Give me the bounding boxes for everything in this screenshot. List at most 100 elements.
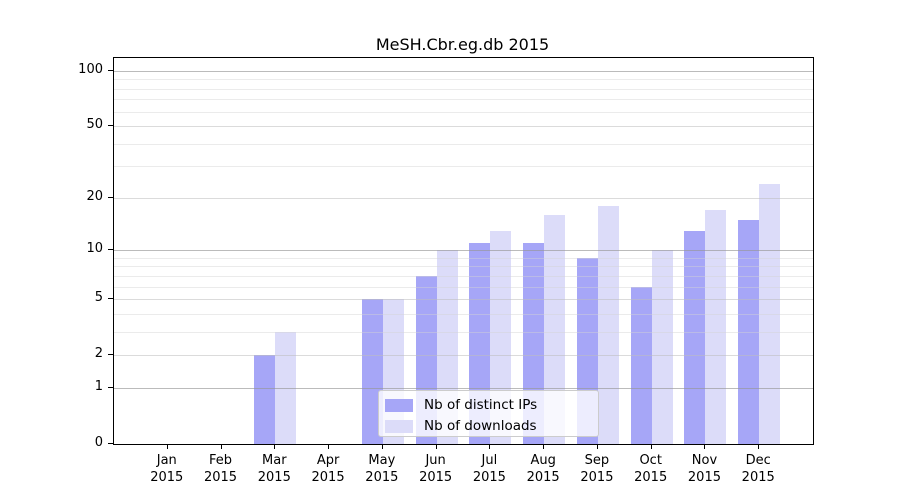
x-tick-label-jan: Jan 2015 — [137, 452, 197, 486]
x-tick-month: Aug — [530, 453, 556, 468]
chart-title: MeSH.Cbr.eg.db 2015 — [375, 35, 550, 54]
x-tick-year: 2015 — [687, 470, 721, 485]
x-tick-year: 2015 — [741, 470, 775, 485]
bar-downloads — [759, 183, 781, 444]
x-tick-mark-apr — [328, 445, 330, 449]
y-tick-label-10: 10 — [86, 241, 103, 257]
x-tick-month: Dec — [745, 453, 771, 468]
x-tick-year: 2015 — [311, 470, 345, 485]
bar-distinct-ips — [630, 286, 652, 444]
x-tick-label-oct: Oct 2015 — [621, 452, 681, 486]
x-tick-month: Jan — [156, 453, 177, 468]
gridline-y-90 — [114, 79, 813, 81]
x-tick-year: 2015 — [365, 470, 399, 485]
y-tick-label-0: 0 — [94, 435, 103, 450]
gridline-y-3 — [114, 331, 813, 333]
y-tick-label-50: 50 — [86, 117, 103, 133]
legend: Nb of distinct IPs Nb of downloads — [378, 390, 599, 437]
x-tick-label-dec: Dec 2015 — [728, 452, 788, 486]
gridline-y-9 — [114, 257, 813, 259]
y-tick-label-2: 2 — [94, 346, 103, 362]
y-tick-mark-1 — [108, 386, 113, 388]
x-tick-month: May — [368, 453, 396, 468]
x-tick-mark-aug — [543, 445, 545, 449]
bar-distinct-ips — [254, 355, 276, 444]
x-tick-year: 2015 — [472, 470, 506, 485]
x-tick-month: Jun — [425, 453, 446, 468]
y-tick-label-1: 1 — [94, 378, 103, 394]
y-tick-label-100: 100 — [78, 62, 103, 77]
x-tick-mark-feb — [220, 445, 222, 449]
x-tick-month: Oct — [639, 453, 662, 468]
y-tick-mark-2 — [108, 354, 113, 356]
x-tick-mark-jun — [435, 445, 437, 449]
bar-downloads — [705, 210, 727, 444]
x-tick-year: 2015 — [580, 470, 614, 485]
x-tick-mark-oct — [650, 445, 652, 449]
x-tick-mark-jan — [166, 445, 168, 449]
gridline-y-20 — [114, 197, 813, 199]
y-tick-mark-5 — [108, 298, 113, 300]
x-tick-label-aug: Aug 2015 — [513, 452, 573, 486]
x-tick-mark-sep — [596, 445, 598, 449]
x-tick-label-jul: Jul 2015 — [459, 452, 519, 486]
gridline-y-4 — [114, 313, 813, 315]
x-tick-year: 2015 — [257, 470, 291, 485]
legend-swatch-distinct-ips — [385, 399, 413, 412]
gridline-y-60 — [114, 111, 813, 113]
gridline-y-50 — [114, 126, 813, 128]
x-tick-label-apr: Apr 2015 — [298, 452, 358, 486]
x-tick-label-feb: Feb 2015 — [191, 452, 251, 486]
y-tick-mark-100 — [108, 70, 113, 71]
gridline-y-5 — [114, 299, 813, 301]
gridline-y-30 — [114, 166, 813, 168]
x-tick-label-nov: Nov 2015 — [674, 452, 734, 486]
x-tick-month: Sep — [584, 453, 610, 468]
y-tick-label-20: 20 — [86, 188, 103, 204]
plot-area — [113, 57, 814, 445]
x-tick-month: Apr — [316, 453, 340, 468]
gridline-y-1 — [114, 387, 813, 389]
bar-distinct-ips — [738, 219, 760, 444]
x-tick-mark-dec — [758, 445, 760, 449]
bar-downloads — [597, 206, 619, 444]
gridline-y-8 — [114, 266, 813, 268]
gridline-y-70 — [114, 99, 813, 101]
bar-distinct-ips — [361, 299, 383, 444]
x-tick-mark-jul — [489, 445, 491, 449]
x-tick-month: Feb — [209, 453, 233, 468]
x-tick-year: 2015 — [526, 470, 560, 485]
x-tick-label-may: May 2015 — [352, 452, 412, 486]
y-tick-mark-10 — [108, 249, 113, 251]
gridline-y-100 — [114, 71, 813, 72]
y-tick-mark-0 — [108, 443, 113, 444]
gridline-y-7 — [114, 275, 813, 277]
bar-downloads — [544, 215, 566, 444]
x-tick-label-mar: Mar 2015 — [244, 452, 304, 486]
x-tick-mark-may — [381, 445, 383, 449]
x-tick-year: 2015 — [150, 470, 184, 485]
legend-item-distinct-ips: Nb of distinct IPs — [385, 396, 598, 415]
y-tick-label-5: 5 — [94, 290, 103, 306]
x-tick-year: 2015 — [203, 470, 238, 485]
x-tick-label-jun: Jun 2015 — [406, 452, 466, 486]
x-tick-month: Nov — [691, 453, 718, 468]
x-tick-year: 2015 — [419, 470, 453, 485]
gridline-y-6 — [114, 286, 813, 288]
x-tick-label-sep: Sep 2015 — [567, 452, 627, 486]
x-tick-year: 2015 — [634, 470, 668, 485]
legend-label-distinct-ips: Nb of distinct IPs — [424, 397, 538, 413]
y-tick-mark-20 — [108, 196, 113, 198]
legend-label-downloads: Nb of downloads — [424, 418, 537, 434]
gridline-y-10 — [114, 250, 813, 252]
gridline-y-80 — [114, 88, 813, 90]
legend-item-downloads: Nb of downloads — [385, 417, 598, 436]
y-tick-mark-50 — [108, 125, 113, 127]
x-tick-month: Jul — [481, 453, 498, 468]
bar-downloads — [651, 250, 673, 444]
bar-distinct-ips — [684, 230, 706, 444]
x-tick-month: Mar — [262, 453, 287, 468]
x-tick-mark-nov — [704, 445, 706, 449]
gridline-y-2 — [114, 355, 813, 357]
